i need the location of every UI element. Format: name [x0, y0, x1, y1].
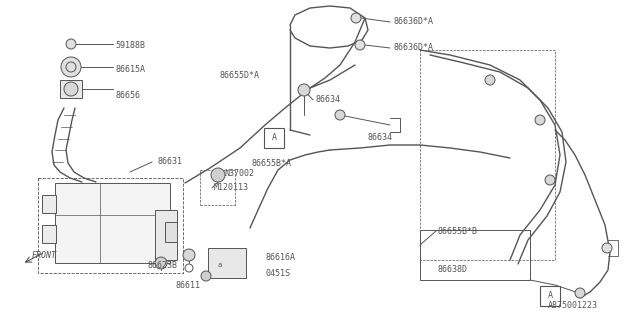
Text: N37002: N37002 — [224, 170, 254, 179]
Text: 86611: 86611 — [175, 282, 200, 291]
Text: 86623B: 86623B — [148, 261, 178, 270]
Text: A: A — [271, 133, 276, 142]
Bar — [42, 195, 56, 213]
Text: 86615A: 86615A — [115, 66, 145, 75]
Circle shape — [183, 249, 195, 261]
Circle shape — [201, 271, 211, 281]
Bar — [155, 210, 177, 260]
Bar — [165, 222, 177, 242]
Bar — [420, 50, 555, 260]
Text: 86655B*A: 86655B*A — [252, 158, 292, 167]
Text: 86636D*A: 86636D*A — [393, 44, 433, 52]
Text: 86655D*A: 86655D*A — [220, 70, 260, 79]
Text: 86638D: 86638D — [438, 266, 468, 275]
Text: 86616A: 86616A — [265, 253, 295, 262]
Circle shape — [602, 243, 612, 253]
Text: 0451S: 0451S — [265, 269, 290, 278]
Bar — [42, 225, 56, 243]
Text: A: A — [547, 292, 552, 300]
Circle shape — [535, 115, 545, 125]
Bar — [420, 230, 530, 280]
Text: 86656: 86656 — [115, 92, 140, 100]
Text: 86636D*A: 86636D*A — [393, 18, 433, 27]
Text: A875001223: A875001223 — [548, 300, 598, 309]
Circle shape — [66, 39, 76, 49]
Circle shape — [351, 13, 361, 23]
Text: 59188B: 59188B — [115, 42, 145, 51]
Text: 86634: 86634 — [368, 133, 393, 142]
Circle shape — [155, 257, 167, 269]
Bar — [60, 80, 82, 98]
Text: 86655B*B: 86655B*B — [438, 227, 478, 236]
Circle shape — [355, 40, 365, 50]
Text: a: a — [218, 262, 222, 268]
Text: FRONT: FRONT — [32, 252, 57, 260]
Circle shape — [61, 57, 81, 77]
Bar — [264, 128, 284, 148]
Circle shape — [64, 82, 78, 96]
Circle shape — [485, 75, 495, 85]
Text: 86631: 86631 — [158, 157, 183, 166]
Bar — [38, 178, 183, 273]
Bar — [208, 248, 246, 278]
Text: M120113: M120113 — [214, 183, 249, 193]
Text: 86634: 86634 — [315, 95, 340, 105]
Circle shape — [335, 110, 345, 120]
Circle shape — [545, 175, 555, 185]
Circle shape — [298, 84, 310, 96]
Circle shape — [211, 168, 225, 182]
Circle shape — [575, 288, 585, 298]
Bar — [55, 183, 170, 263]
Bar — [540, 286, 560, 306]
